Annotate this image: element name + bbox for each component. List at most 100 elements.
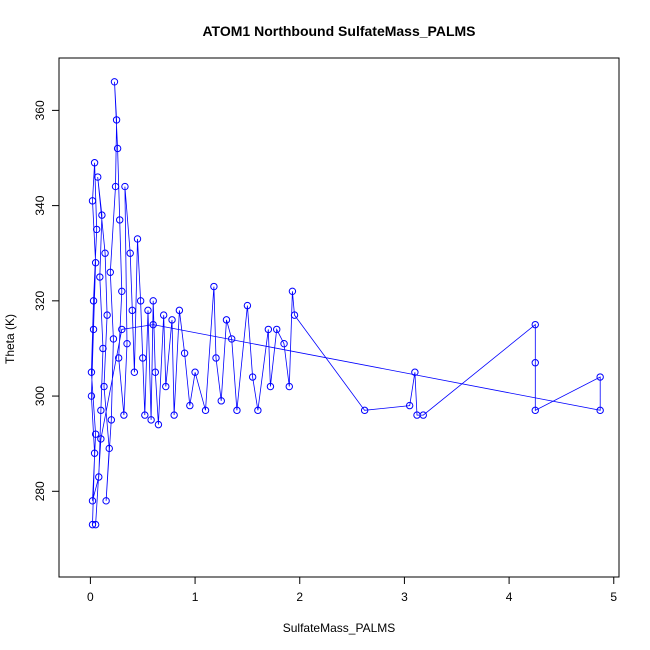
x-tick-label: 0 [87,590,94,604]
plot-frame [58,57,620,578]
data-point [92,225,101,234]
x-tick-label: 4 [506,590,513,604]
data-point [88,520,97,529]
data-point [130,368,139,376]
data-point [118,325,126,334]
data-point [107,416,116,424]
data-point [139,354,147,362]
data-point [120,411,128,419]
data-point [121,182,129,191]
y-tick-label: 340 [33,195,47,215]
data-point [91,259,100,267]
data-point [288,287,297,296]
data-point [243,301,252,310]
x-axis-label: SulfateMass_PALMS [283,621,396,635]
data-point [116,216,124,224]
x-tick-label: 1 [192,590,199,604]
data-point [109,335,118,343]
data-point [180,349,189,357]
data-point [360,406,369,415]
data-point [154,420,163,429]
data-point [531,320,539,329]
data-point [110,78,119,86]
x-tick-label: 5 [610,590,617,604]
data-point [103,311,111,319]
data-point [531,406,539,415]
data-point [112,116,121,124]
y-tick-label: 360 [33,100,47,120]
data-point [99,344,107,353]
data-point [118,287,126,296]
data-point [191,368,199,376]
data-point [114,354,123,362]
data-point [222,316,231,324]
data-point [186,401,194,410]
data-point [136,297,145,305]
y-tick-label: 280 [33,481,47,501]
data-point [113,144,122,153]
data-point [98,211,106,219]
data-point [90,159,99,167]
x-axis: 0 1 2 3 4 5 [87,576,617,604]
data-point [88,497,97,505]
data-point [149,320,157,329]
data-point [91,520,100,529]
data-point [285,382,293,391]
data-point [201,406,210,415]
data-point [531,359,539,367]
data-point [151,368,159,376]
data-point [88,197,97,205]
chart-title: ATOM1 Northbound SulfateMass_PALMS [202,23,475,39]
y-axis-label: Theta (K) [3,314,17,364]
y-tick-label: 300 [33,386,47,406]
data-point [419,411,427,419]
data-point [273,325,281,334]
data-point [128,306,136,315]
data-point [175,306,184,315]
data-point [159,311,168,319]
data-point [89,325,98,334]
data-point [217,397,225,405]
data-point [100,382,108,391]
data-point [141,411,149,419]
data-point [144,306,152,315]
data-point [168,316,176,324]
data-point [89,297,98,305]
data-point [162,382,170,391]
data-point [264,325,273,334]
data-point [94,173,102,181]
data-point [123,339,131,348]
data-point [212,354,220,362]
data-point [233,406,241,415]
data-point [170,411,178,419]
data-point [149,297,157,305]
series-line [90,81,601,525]
data-point [97,435,105,443]
data-point [280,339,288,348]
data-point [290,311,299,319]
data-point [97,406,105,415]
data-point [95,473,103,481]
data-point [90,449,99,457]
data-point [126,249,134,257]
data-point [101,249,109,257]
data-point [87,392,96,400]
data-point [596,406,604,415]
data-point [405,401,414,410]
data-point [411,368,419,376]
data-point [105,444,113,453]
data-point [111,182,120,191]
data-point [87,368,96,376]
data-point [596,373,604,381]
data-point [147,416,155,424]
data-point [106,268,114,276]
data-point [133,235,142,243]
data-point [254,406,262,415]
data-point [248,373,257,381]
data-point [91,430,100,438]
x-tick-label: 3 [401,590,408,604]
data-series [87,78,604,529]
data-point [102,497,110,505]
y-tick-label: 320 [33,291,47,311]
